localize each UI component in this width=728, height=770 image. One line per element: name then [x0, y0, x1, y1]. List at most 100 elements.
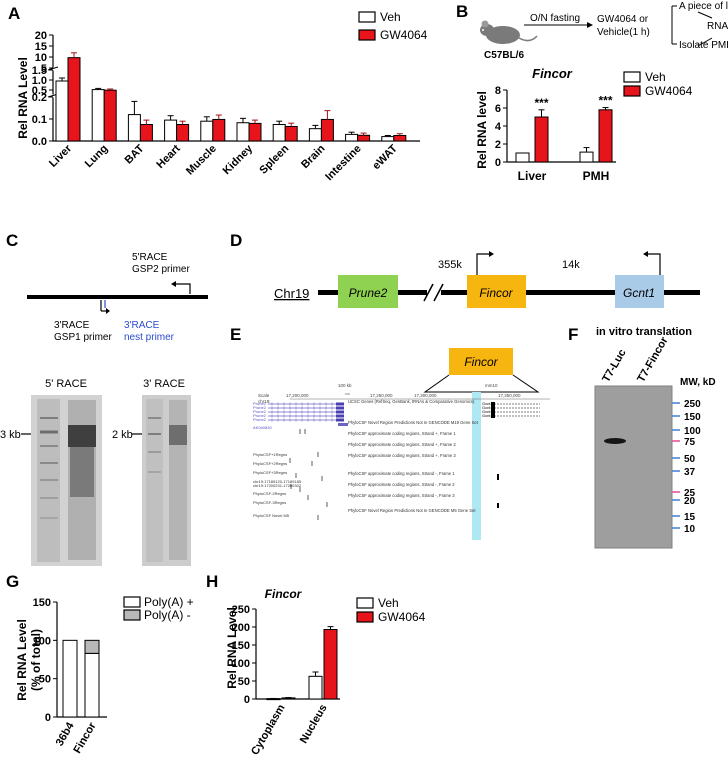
- panel-a-legend: Veh GW4064: [358, 10, 428, 42]
- panel-h-bars: [266, 626, 338, 701]
- track-left-label: PhyloCSF-2Regns: [253, 491, 286, 496]
- bar-veh-lung: [91, 89, 105, 142]
- y-tick-label: 10: [35, 52, 47, 64]
- y-tick-label: 0.2: [32, 92, 47, 104]
- bar-gw4064-liver: [67, 57, 81, 142]
- legend-label-polya-minus: Poly(A) -: [144, 608, 191, 622]
- dist-355k: 355k: [438, 259, 462, 271]
- track-right-label: Gcnt1: [482, 409, 493, 414]
- x-tick-label: Nucleus: [298, 703, 330, 746]
- ak040830-block: [338, 423, 348, 426]
- y-tick-label: 0.5: [32, 85, 47, 97]
- legend-label-veh: Veh: [378, 596, 399, 610]
- legend-swatch-gw4064: [356, 611, 374, 623]
- exon-block: [336, 406, 344, 410]
- y-tick-label: 2: [495, 139, 501, 151]
- track-left-label: PhyloCSF Novel M5: [253, 513, 290, 518]
- exon-block: [336, 414, 344, 418]
- legend-swatch-veh: [358, 11, 376, 23]
- x-tick-label: Intestine: [323, 143, 363, 183]
- track-left-label: PhyloCSF+2Regns: [253, 461, 287, 466]
- mouse-icon: [480, 20, 538, 44]
- assembly: mm10: [485, 383, 498, 388]
- mw-header: MW, kD: [680, 377, 716, 388]
- workflow-result: RNA: [707, 21, 728, 32]
- exon-block: [336, 410, 344, 414]
- panel-h-legend: Veh GW4064: [356, 596, 426, 624]
- panel-h-ylabel: Rel RNA Level: [225, 607, 239, 689]
- gel-3race: [142, 395, 191, 566]
- x-tick-label: Muscle: [184, 143, 219, 178]
- bar-veh-spleen: [272, 124, 286, 142]
- primer-gsp1-line2: GSP1 primer: [54, 332, 112, 343]
- bar-veh-pmh: [579, 151, 594, 163]
- bar-veh-kidney: [236, 122, 250, 142]
- gcnt1-exon: [491, 402, 495, 406]
- workflow-step1: O/N fasting: [530, 13, 580, 24]
- panel-a-chart: Rel RNA Level 0.00.10.20.51.01.55101520 …: [16, 10, 428, 183]
- bar-gw4064-nucleus: [323, 629, 338, 700]
- panel-label-g: G: [6, 572, 19, 591]
- y-tick-label: 6: [495, 103, 501, 115]
- mw-label: 37: [684, 467, 696, 478]
- legend-label-veh: Veh: [380, 10, 401, 24]
- legend-label-gw4064: GW4064: [645, 84, 693, 98]
- track-title: UCSC Genes (RefSeq, GenBank, tRNAs & Com…: [348, 399, 475, 404]
- highlight-column: [472, 392, 481, 540]
- mw-label: 75: [684, 437, 696, 448]
- coord-label: 17,250,000: [370, 393, 393, 398]
- legend-label-polya-plus: Poly(A) +: [144, 595, 194, 609]
- panel-a-xticks: Liver Lung BAT Heart Muscle Kidney Spleen Brain…: [47, 142, 400, 183]
- track-left-label: Prune2: [253, 413, 267, 418]
- fincor-tss-arrow: [476, 253, 491, 275]
- bar-gw4064-muscle: [212, 118, 226, 142]
- bar-veh-brain: [308, 128, 322, 142]
- x-tick-label: Fincor: [71, 720, 99, 756]
- scale-kb: 100 kb: [338, 383, 352, 388]
- mw-label: 15: [684, 512, 696, 523]
- gcnt1-exon: [491, 406, 495, 410]
- bar-gw4064-ewat: [393, 135, 407, 142]
- mouse-strain: C57BL/6: [484, 50, 524, 61]
- y-tick-label: 1.5: [32, 65, 47, 77]
- y-tick-label: 0: [495, 157, 501, 169]
- exon-block: [336, 418, 344, 422]
- y-tick-label: 4: [495, 121, 502, 133]
- panel-g-bars: [62, 639, 100, 718]
- track-title: PhyloCSF Novel Region Predictions Not In…: [348, 420, 479, 425]
- primer-nest-line1: 3'RACE: [124, 320, 160, 331]
- track-title: PhyloCSF approximate coding regions, Str…: [348, 471, 455, 476]
- panel-b-ylabel: Rel RNA level: [475, 91, 489, 169]
- primer-nest-line2: nest primer: [124, 332, 175, 343]
- y-tick-label: 150: [33, 597, 51, 609]
- panel-label-c: C: [6, 231, 18, 250]
- gcnt1-exon: [491, 410, 495, 414]
- track-left-label: Prune2: [253, 401, 267, 406]
- track-left-label: PhyloCSF-3Regns: [253, 500, 286, 505]
- y-tick-label: 50: [39, 674, 51, 686]
- track-title: PhyloCSF approximate coding regions, Str…: [348, 442, 456, 447]
- gene-fincor: [467, 275, 526, 308]
- bar-fincor-segment: [84, 652, 100, 718]
- mw-label: 100: [684, 426, 701, 437]
- track-left-label: PhyloCSF+3Regns: [253, 470, 287, 475]
- bar-36b4-segment: [62, 639, 78, 718]
- y-tick-label: 150: [232, 640, 250, 652]
- panel-label-b: B: [456, 2, 468, 21]
- exon-block: [336, 402, 344, 406]
- workflow-branch-bottom: Isolate PMH: [679, 40, 728, 51]
- legend-swatch-veh: [356, 597, 374, 609]
- gene-prune2: [338, 275, 398, 308]
- gene-gcnt1: [615, 275, 664, 308]
- panel-d: Chr19 355k 14k Prune2 Fincor Gcnt1: [274, 251, 700, 308]
- track-title: PhyloCSF approximate coding regions, Str…: [348, 482, 455, 487]
- panel-f-title: in vitro translation: [596, 326, 692, 338]
- legend-swatch-veh: [623, 71, 641, 83]
- chrom-label: chr19:: [258, 399, 271, 404]
- significance-stars: ***: [534, 96, 548, 110]
- x-tick-label: Heart: [154, 142, 183, 171]
- x-tick-label: 36b4: [54, 720, 77, 748]
- x-tick-label: Brain: [299, 142, 328, 171]
